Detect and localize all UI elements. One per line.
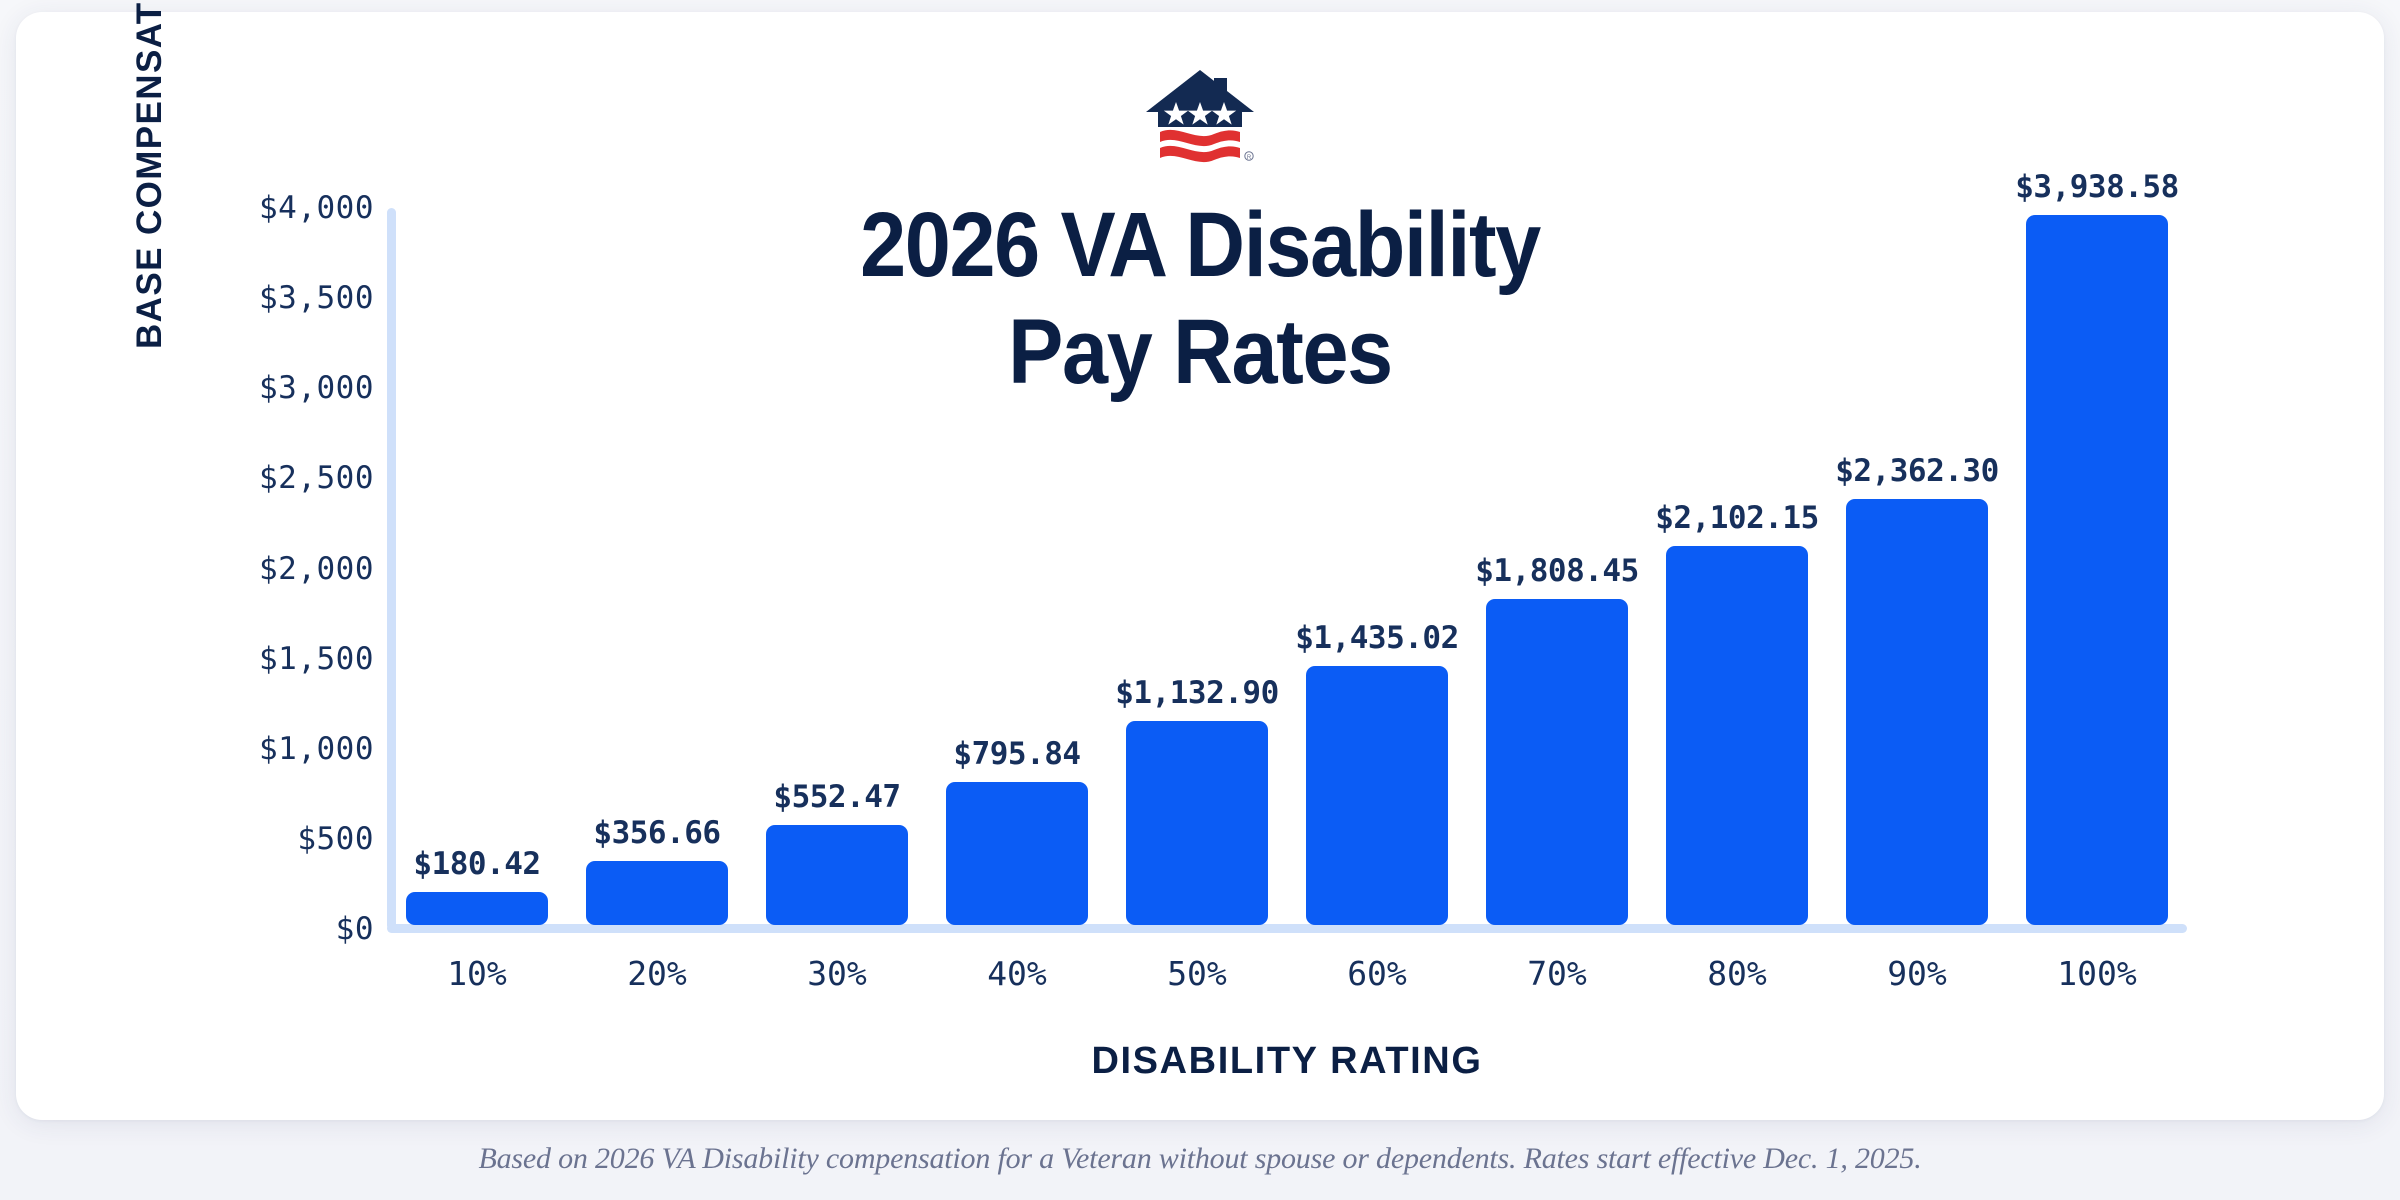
x-axis-tick-label: 30%	[807, 954, 867, 993]
bar-group[interactable]: $1,808.45	[1475, 208, 1639, 929]
bar[interactable]	[1486, 599, 1628, 925]
x-axis-tick-label: 80%	[1707, 954, 1767, 993]
bar[interactable]	[946, 781, 1088, 925]
page-title: 2026 VA Disability Pay Rates	[700, 192, 1700, 405]
bar[interactable]	[1666, 546, 1808, 925]
bar-group[interactable]: $1,132.90	[1115, 208, 1279, 929]
bar-value-label: $795.84	[953, 735, 1081, 772]
x-axis-tick-label: 100%	[2057, 954, 2137, 993]
title-line-2: Pay Rates	[1008, 300, 1393, 403]
bar-value-label: $356.66	[593, 814, 721, 851]
x-axis-tick-label: 50%	[1167, 954, 1227, 993]
y-axis-tick-label: $1,500	[259, 640, 374, 677]
house-flag-logo-icon: R	[1142, 68, 1258, 164]
title-line-1: 2026 VA Disability	[860, 194, 1541, 296]
bar-value-label: $2,102.15	[1655, 500, 1819, 537]
bar[interactable]	[1306, 666, 1448, 925]
bar-value-label: $2,362.30	[1835, 453, 1999, 490]
y-axis-tick-label: $2,000	[259, 550, 374, 587]
chart-card: R 2026 VA Disability Pay Rates BASE COMP…	[16, 0, 2384, 1120]
bar-group[interactable]: $2,362.30	[1835, 208, 1999, 929]
y-axis-tick-label: $1,000	[259, 730, 374, 767]
bar-value-label: $1,132.90	[1115, 674, 1279, 711]
x-axis-title: DISABILITY RATING	[1091, 1040, 1483, 1082]
y-axis-tick-label: $0	[335, 911, 374, 947]
bar-group[interactable]: $180.42	[406, 208, 548, 929]
bar-value-label: $3,938.58	[2015, 169, 2179, 206]
y-axis-tick-label: $500	[297, 820, 374, 857]
svg-text:R: R	[1247, 155, 1252, 161]
bar-group[interactable]: $795.84	[946, 208, 1088, 929]
y-axis-tick-label: $2,500	[259, 460, 374, 497]
x-axis-tick-label: 10%	[447, 954, 507, 993]
bar-group[interactable]: $2,102.15	[1655, 208, 1819, 929]
x-axis-line	[387, 924, 2187, 933]
bar-value-label: $1,808.45	[1475, 553, 1639, 590]
bar[interactable]	[586, 860, 728, 925]
x-axis-tick-label: 60%	[1347, 954, 1407, 993]
bar-group[interactable]: $356.66	[586, 208, 728, 929]
chart-footnote: Based on 2026 VA Disability compensation…	[478, 1142, 1922, 1175]
bar-series: $180.42 $356.66 $552.47 $795.84 $1,132.90 $1,…	[387, 169, 2187, 929]
bar[interactable]	[406, 892, 548, 925]
bar-value-label: $1,435.02	[1295, 620, 1459, 657]
bar-group[interactable]: $552.47	[766, 208, 908, 929]
x-axis-tick-label: 40%	[987, 954, 1047, 993]
bar-group[interactable]: $1,435.02	[1295, 208, 1459, 929]
bar[interactable]	[1846, 499, 1988, 925]
x-axis-tick-label: 70%	[1527, 954, 1587, 993]
x-axis-tick-label: 90%	[1887, 954, 1947, 993]
bar[interactable]	[1126, 720, 1268, 925]
bar-group[interactable]: $3,938.58	[2015, 169, 2179, 929]
bar[interactable]	[2026, 215, 2168, 925]
y-axis-tick-labels: $0 $500 $1,000 $1,500 $2,000 $2,500 $3,000 $3,5…	[126, 12, 374, 1200]
y-axis-tick-label: $3,500	[259, 280, 374, 317]
y-axis-tick-label: $3,000	[259, 370, 374, 407]
x-axis-tick-label: 20%	[627, 954, 687, 993]
y-axis-tick-label: $4,000	[259, 190, 374, 226]
bar[interactable]	[766, 825, 908, 925]
bar-value-label: $552.47	[773, 779, 901, 816]
bar-value-label: $180.42	[413, 846, 541, 883]
y-axis-line	[387, 208, 396, 930]
